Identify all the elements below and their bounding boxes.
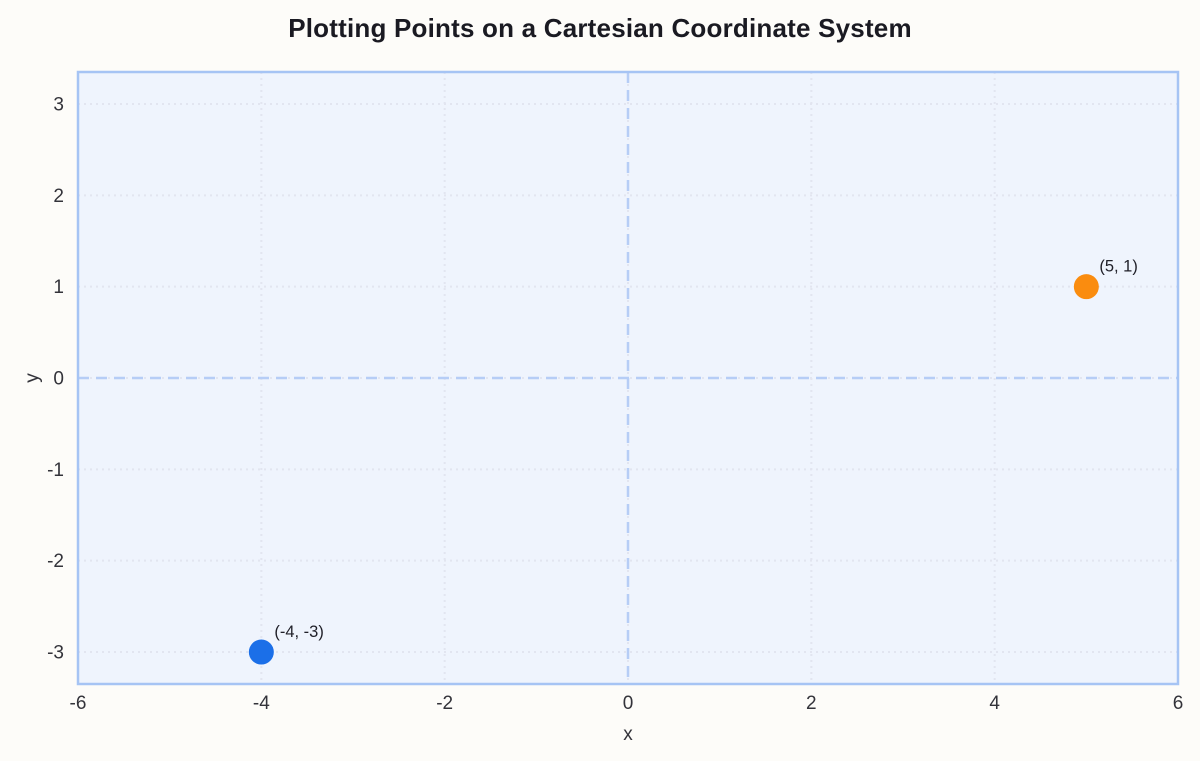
point-label: (5, 1) bbox=[1099, 258, 1138, 276]
y-tick-label: 3 bbox=[53, 94, 64, 115]
data-point bbox=[248, 639, 274, 665]
y-tick-label: 2 bbox=[53, 186, 64, 207]
y-tick-label: 1 bbox=[53, 277, 64, 298]
y-axis-label: y bbox=[22, 373, 43, 383]
chart-title: Plotting Points on a Cartesian Coordinat… bbox=[288, 13, 912, 43]
x-tick-label: 0 bbox=[623, 693, 634, 714]
x-tick-label: -2 bbox=[436, 693, 453, 714]
x-tick-label: 6 bbox=[1173, 693, 1184, 714]
y-tick-label: -3 bbox=[47, 643, 64, 664]
x-tick-label: -6 bbox=[70, 693, 87, 714]
y-tick-label: -1 bbox=[47, 460, 64, 481]
plot-border bbox=[76, 70, 1180, 686]
y-tick-label: -2 bbox=[47, 551, 64, 572]
y-tick-label: 0 bbox=[53, 369, 64, 390]
x-axis-label: x bbox=[623, 724, 633, 745]
x-tick-label: 2 bbox=[806, 693, 817, 714]
x-tick-label: 4 bbox=[989, 693, 1000, 714]
data-point bbox=[1073, 274, 1099, 300]
x-tick-label: -4 bbox=[253, 693, 270, 714]
point-label: (-4, -3) bbox=[274, 623, 324, 641]
